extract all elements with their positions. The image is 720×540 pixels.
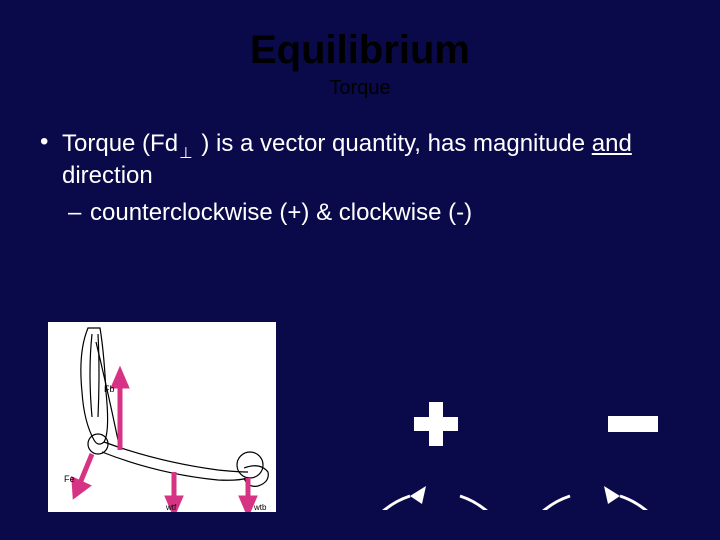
content-area: • Torque (Fd⊥ ) is a vector quantity, ha… — [0, 100, 720, 227]
label-fe: Fe — [64, 474, 75, 484]
anatomy-svg: Fb Fe wtf wtb — [48, 322, 276, 512]
title-block: Equilibrium Torque — [0, 0, 720, 100]
bullet-marker: • — [40, 128, 62, 193]
bullet-tail: direction — [62, 162, 153, 189]
slide-title: Equilibrium — [0, 28, 720, 73]
bullet-suffix: ) is a vector quantity, has magnitude — [195, 130, 592, 157]
sub-bullet-line: – counterclockwise (+) & clockwise (-) — [68, 199, 680, 227]
figures-row: Fb Fe wtf wtb — [0, 310, 720, 520]
bullet-prefix: Torque (Fd — [62, 130, 178, 157]
slide-subtitle: Torque — [0, 77, 720, 100]
sub-bullet-text: counterclockwise (+) & clockwise (-) — [90, 199, 472, 227]
label-fb: Fb — [104, 384, 115, 394]
bullet-underlined: and — [592, 130, 632, 157]
bullet-text: Torque (Fd⊥ ) is a vector quantity, has … — [62, 128, 680, 193]
sub-bullet-marker: – — [68, 199, 90, 227]
label-wtb: wtb — [253, 503, 267, 512]
anatomy-diagram: Fb Fe wtf wtb — [48, 322, 276, 512]
plus-icon — [414, 402, 458, 446]
rotation-svg — [310, 320, 690, 510]
label-wtf: wtf — [165, 503, 177, 512]
bullet-line: • Torque (Fd⊥ ) is a vector quantity, ha… — [40, 128, 680, 193]
rotation-arrows — [310, 320, 690, 510]
minus-icon — [608, 416, 658, 432]
perpendicular-symbol: ⊥ — [179, 145, 193, 162]
